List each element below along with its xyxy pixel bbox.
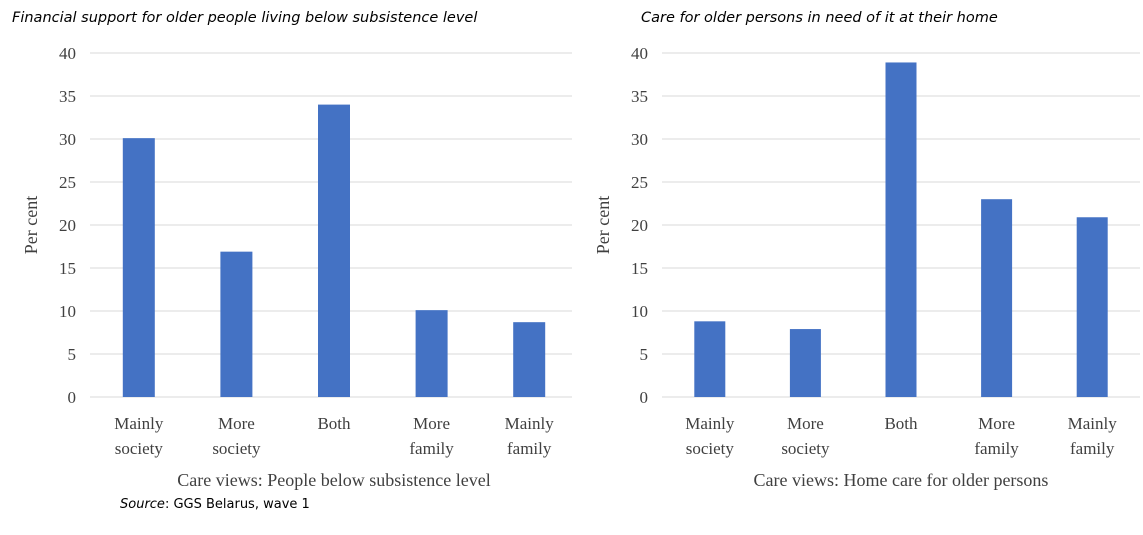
y-tick-label: 20 bbox=[59, 216, 76, 235]
x-tick-label: Mainly bbox=[685, 414, 735, 433]
y-tick-label: 10 bbox=[631, 302, 648, 321]
x-axis-title: Care views: Home care for older persons bbox=[754, 470, 1049, 490]
y-tick-label: 5 bbox=[640, 345, 649, 364]
y-tick-label: 30 bbox=[59, 130, 76, 149]
y-tick-label: 5 bbox=[68, 345, 77, 364]
bar bbox=[885, 62, 917, 398]
y-tick-label: 20 bbox=[631, 216, 648, 235]
source-note: Source: GGS Belarus, wave 1 bbox=[120, 497, 310, 512]
x-tick-label: society bbox=[115, 439, 164, 458]
y-axis-title: Per cent bbox=[593, 196, 613, 254]
x-tick-label: Mainly bbox=[1068, 414, 1118, 433]
y-tick-label: 40 bbox=[631, 44, 648, 63]
bar bbox=[415, 310, 448, 397]
bar bbox=[694, 321, 726, 397]
x-tick-label: Mainly bbox=[114, 414, 164, 433]
x-tick-label: society bbox=[686, 439, 735, 458]
y-tick-label: 40 bbox=[59, 44, 76, 63]
x-tick-label: Both bbox=[884, 414, 918, 433]
y-tick-label: 0 bbox=[640, 388, 649, 407]
chart-title-right: Care for older persons in need of it at … bbox=[641, 10, 998, 26]
bar bbox=[981, 199, 1013, 397]
source-text: : GGS Belarus, wave 1 bbox=[164, 497, 310, 512]
x-tick-label: society bbox=[212, 439, 261, 458]
y-tick-label: 25 bbox=[59, 173, 76, 192]
x-axis-title: Care views: People below subsistence lev… bbox=[177, 470, 490, 490]
y-tick-label: 15 bbox=[631, 259, 648, 278]
source-label: Source bbox=[120, 497, 165, 512]
y-tick-label: 35 bbox=[631, 87, 648, 106]
x-tick-label: Both bbox=[317, 414, 351, 433]
x-tick-label: More bbox=[218, 414, 255, 433]
bar-chart-right: 0 5 10 15 20 25 30 35 40 Mainly society More society… bbox=[593, 44, 1140, 490]
y-axis-title: Per cent bbox=[21, 196, 41, 254]
y-tick-label: 10 bbox=[59, 302, 76, 321]
x-tick-label: More bbox=[413, 414, 450, 433]
bar bbox=[220, 251, 253, 397]
x-tick-label: More bbox=[978, 414, 1015, 433]
bar-chart-left: 0 5 10 15 20 25 30 35 40 Mainly society More society… bbox=[21, 44, 572, 490]
bar bbox=[318, 104, 350, 397]
bar bbox=[1076, 217, 1108, 397]
y-tick-label: 35 bbox=[59, 87, 76, 106]
x-tick-label: family bbox=[507, 439, 552, 458]
x-tick-label: society bbox=[781, 439, 830, 458]
y-tick-label: 0 bbox=[68, 388, 77, 407]
bar bbox=[789, 329, 821, 397]
x-tick-label: More bbox=[787, 414, 824, 433]
y-tick-label: 30 bbox=[631, 130, 648, 149]
bar bbox=[513, 322, 546, 397]
y-tick-label: 15 bbox=[59, 259, 76, 278]
chart-title-left: Financial support for older people livin… bbox=[12, 10, 478, 26]
bar bbox=[122, 138, 155, 397]
y-tick-label: 25 bbox=[631, 173, 648, 192]
x-tick-label: family bbox=[1070, 439, 1115, 458]
x-tick-label: Mainly bbox=[505, 414, 555, 433]
x-tick-label: family bbox=[409, 439, 454, 458]
x-tick-label: family bbox=[974, 439, 1019, 458]
